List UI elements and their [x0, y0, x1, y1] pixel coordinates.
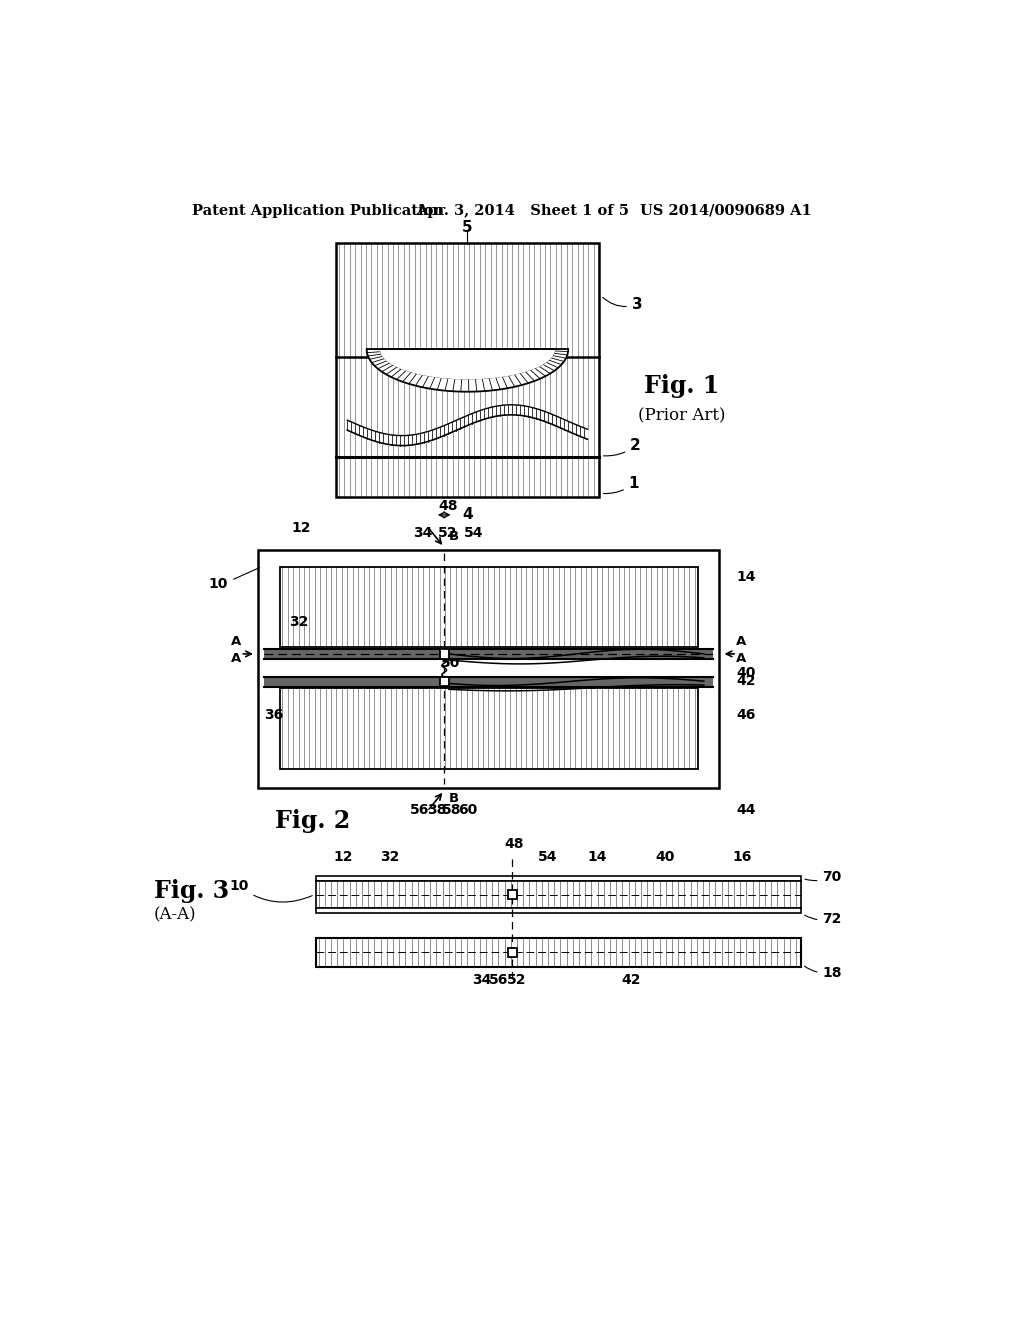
Text: US 2014/0090689 A1: US 2014/0090689 A1: [640, 203, 811, 218]
Text: 44: 44: [736, 803, 756, 817]
Polygon shape: [381, 350, 554, 379]
Text: A: A: [231, 635, 242, 648]
Text: A: A: [736, 652, 746, 665]
Text: 70: 70: [805, 870, 842, 884]
Text: 56: 56: [488, 973, 508, 987]
Text: 10: 10: [229, 879, 312, 902]
Bar: [316, 908, 801, 913]
Text: Fig. 1: Fig. 1: [644, 374, 720, 397]
Text: 54: 54: [464, 525, 483, 540]
Text: 34: 34: [472, 973, 492, 987]
Text: 10: 10: [208, 577, 227, 591]
Text: 38: 38: [427, 803, 446, 817]
Text: A: A: [736, 635, 746, 648]
Text: 40: 40: [655, 850, 675, 863]
Bar: [439, 649, 449, 659]
Text: (Prior Art): (Prior Art): [638, 408, 725, 425]
Text: Apr. 3, 2014   Sheet 1 of 5: Apr. 3, 2014 Sheet 1 of 5: [417, 203, 630, 218]
Bar: [316, 880, 801, 908]
Text: 4: 4: [462, 507, 473, 521]
Text: 34: 34: [413, 525, 432, 540]
Text: Fig. 3: Fig. 3: [154, 879, 228, 903]
Text: 60: 60: [458, 803, 477, 817]
Text: 18: 18: [805, 966, 842, 979]
Text: 1: 1: [603, 475, 639, 494]
Bar: [258, 549, 719, 788]
Bar: [280, 566, 697, 647]
Text: 5: 5: [462, 220, 473, 235]
Text: 3: 3: [603, 297, 642, 313]
Text: 46: 46: [736, 708, 756, 722]
Text: 54: 54: [538, 850, 557, 863]
Text: 48: 48: [504, 837, 524, 850]
Bar: [280, 688, 697, 770]
Text: 42: 42: [622, 973, 641, 987]
Bar: [336, 243, 599, 498]
Bar: [508, 890, 517, 899]
Text: 48: 48: [438, 499, 458, 512]
Text: 40: 40: [736, 665, 756, 680]
Text: Fig. 2: Fig. 2: [275, 809, 350, 833]
Bar: [264, 649, 713, 659]
Text: 2: 2: [603, 438, 641, 455]
Text: 36: 36: [264, 708, 284, 722]
Polygon shape: [367, 350, 568, 392]
Text: 14: 14: [736, 569, 756, 583]
Text: 32: 32: [380, 850, 399, 863]
Text: 12: 12: [291, 521, 310, 535]
Text: 52: 52: [507, 973, 526, 987]
Text: (A-A): (A-A): [154, 906, 197, 923]
Bar: [439, 677, 449, 686]
Text: 12: 12: [334, 850, 353, 863]
Text: B: B: [449, 531, 459, 544]
Text: 58: 58: [442, 803, 462, 817]
Bar: [316, 937, 801, 966]
Text: A: A: [231, 652, 242, 665]
Text: 72: 72: [805, 912, 842, 927]
Text: 50: 50: [440, 656, 460, 671]
Text: 32: 32: [289, 615, 308, 628]
Text: 42: 42: [736, 673, 756, 688]
Text: 52: 52: [438, 525, 458, 540]
Bar: [264, 677, 713, 686]
Bar: [316, 876, 801, 880]
Text: B: B: [449, 792, 459, 805]
Text: 16: 16: [733, 850, 753, 863]
Text: 14: 14: [588, 850, 607, 863]
Text: Patent Application Publication: Patent Application Publication: [191, 203, 443, 218]
Bar: [508, 948, 517, 957]
Text: 56: 56: [410, 803, 429, 817]
